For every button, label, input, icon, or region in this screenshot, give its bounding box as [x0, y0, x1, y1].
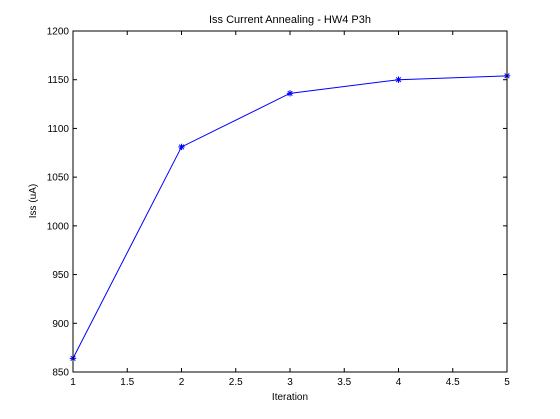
- x-tick-label: 5: [504, 377, 510, 388]
- x-tick-label: 4.5: [446, 377, 460, 388]
- x-tick-label: 2.5: [229, 377, 243, 388]
- data-point: [395, 76, 402, 83]
- chart-title: Iss Current Annealing - HW4 P3h: [209, 14, 371, 26]
- data-point: [178, 143, 185, 151]
- x-tick-label: 1.5: [120, 377, 134, 388]
- data-point-stroke: [395, 77, 402, 83]
- y-axis-label: Iss (uA): [28, 184, 39, 218]
- data-point-stroke: [287, 90, 293, 97]
- x-tick-label: 3.5: [337, 377, 351, 388]
- axes-box: [72, 30, 508, 373]
- plot-area: [73, 31, 507, 372]
- y-tick-label: 950: [52, 270, 69, 281]
- data-point-stroke: [178, 144, 185, 150]
- x-tick-label: 1: [70, 377, 76, 388]
- y-tick-label: 1150: [47, 75, 69, 86]
- x-tick-label: 3: [287, 377, 293, 388]
- y-tick-label: 850: [52, 368, 69, 379]
- data-point: [286, 90, 294, 97]
- x-axis-label: Iteration: [272, 392, 308, 403]
- tick-labels: 1 1.5 2 2.5 3 3.5 4 4.5 5 850 900 950 1000 1050 1100 11…: [47, 27, 510, 389]
- y-tick-label: 1000: [47, 221, 70, 232]
- y-tick-label: 1200: [47, 27, 70, 38]
- y-tick-label: 900: [52, 319, 69, 330]
- x-tick-label: 2: [179, 377, 185, 388]
- y-tick-label: 1100: [47, 124, 69, 135]
- x-tick-label: 4: [396, 377, 402, 388]
- y-tick-label: 1050: [47, 173, 70, 184]
